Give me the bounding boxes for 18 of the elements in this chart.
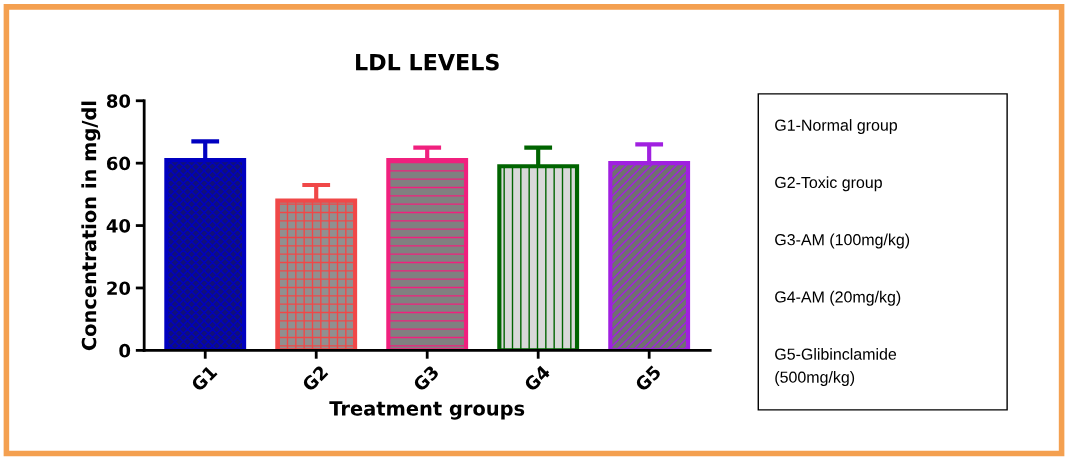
text: G4-AM (20mg/kg): [775, 290, 901, 306]
text: G5-Glibinclamide (500mg/kg): [775, 348, 897, 386]
x-tick-label: G4: [523, 364, 551, 393]
x-tick-label: G5: [634, 364, 662, 393]
y-tick-label: 80: [106, 94, 131, 108]
y-tick-label: 0: [119, 343, 131, 358]
y-tick-label: 40: [106, 219, 131, 233]
y-axis-title: Concentration in mg/dl: [81, 101, 101, 351]
text: G1-Normal group: [775, 119, 898, 134]
y-tick-label: 20: [107, 281, 131, 296]
text: G2-Toxic group: [775, 176, 882, 192]
x-tick-label: G1: [190, 364, 218, 393]
x-tick-label: G3: [412, 364, 440, 393]
x-axis-title: Treatment groups: [329, 401, 525, 420]
text: G3-AM (100mg/kg): [775, 233, 910, 249]
y-tick-label: 60: [106, 156, 131, 171]
chart-title: LDL LEVELS: [356, 53, 499, 71]
x-tick-label: G2: [301, 364, 329, 393]
